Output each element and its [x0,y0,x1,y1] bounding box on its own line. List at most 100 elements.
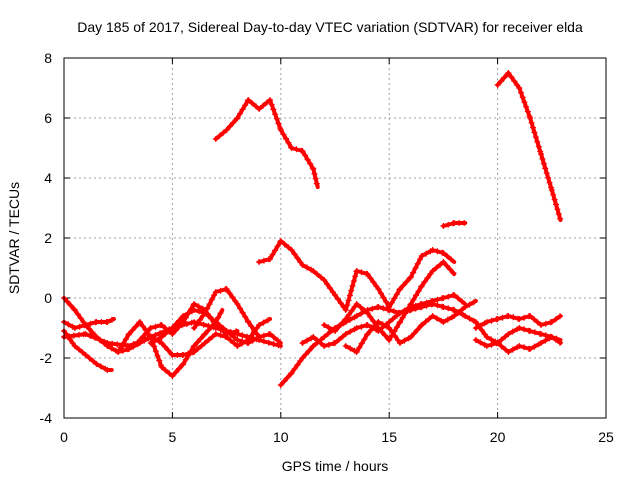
data-point [198,342,205,349]
data-point [275,120,282,127]
data-point [71,343,78,349]
data-point [180,352,187,358]
data-point [126,343,132,349]
data-point [217,287,224,294]
y-tick-label: 2 [44,230,52,246]
data-point [162,367,169,374]
data-point [234,337,241,343]
data-point [154,352,161,359]
data-point [212,136,219,142]
data-point [122,336,129,343]
data-point [447,266,454,273]
data-point [499,314,506,321]
series-track19 [494,70,564,222]
data-point [434,248,441,255]
data-point [220,129,227,136]
data-point [543,170,550,177]
data-point [136,319,143,325]
x-axis-label: GPS time / hours [282,458,389,474]
data-point [152,337,159,344]
data-point [82,322,89,328]
data-point [283,135,289,142]
data-point [407,274,414,281]
data-point [147,340,154,346]
data-point [455,309,462,316]
data-point [369,305,376,312]
data-point [204,305,211,312]
data-point [386,307,393,313]
data-point [285,139,292,146]
data-point [334,296,341,303]
data-point [249,337,256,344]
data-point [380,294,387,301]
data-point [180,361,187,367]
data-point [288,247,295,253]
data-point [352,273,359,280]
data-point [472,325,479,331]
data-point [488,317,495,324]
data-point [440,304,447,310]
data-point [277,238,284,244]
data-point [458,306,465,313]
data-point [451,313,458,319]
series-line [495,71,563,222]
data-point [172,327,179,334]
data-point [220,325,227,332]
data-point [488,341,495,348]
data-point [321,343,328,349]
data-point [205,313,212,320]
data-point [108,316,115,323]
data-point [79,349,86,356]
data-point [407,334,414,340]
data-point [324,281,331,288]
data-point [342,316,349,323]
data-point [321,334,328,340]
data-point [169,373,176,379]
data-point [448,256,455,263]
x-tick-label: 10 [273,429,289,445]
data-point [542,165,549,172]
data-point [421,278,428,285]
data-point [201,331,208,337]
data-point [245,319,252,325]
series-track18 [472,313,563,331]
data-point [440,295,447,301]
data-point [165,347,172,354]
data-point [557,313,563,320]
data-point [249,100,256,107]
data-point [534,319,541,326]
data-point [445,305,452,312]
data-point [196,316,203,323]
data-point [90,358,97,365]
data-point [440,319,447,325]
data-point [185,352,192,359]
data-point [197,335,204,342]
data-point [332,340,338,346]
series-track13 [321,259,457,343]
data-point [393,324,400,331]
data-point [260,102,266,109]
data-point [370,318,377,325]
data-point [502,333,509,340]
data-point [274,337,281,344]
data-point [216,132,223,139]
data-point [357,304,364,311]
data-point [451,292,458,298]
data-point [410,296,417,303]
data-point [151,343,158,350]
data-point [104,319,111,325]
data-point [136,337,143,343]
data-point [256,106,263,112]
data-point [180,313,187,319]
data-point [245,97,252,103]
data-point [311,170,318,177]
data-point [386,325,393,331]
data-point [386,337,393,343]
data-point [274,243,281,250]
data-point [201,310,208,316]
series-line [213,98,320,189]
data-point [201,331,208,338]
data-point [466,301,473,308]
data-point [371,323,378,330]
data-point [180,319,187,325]
